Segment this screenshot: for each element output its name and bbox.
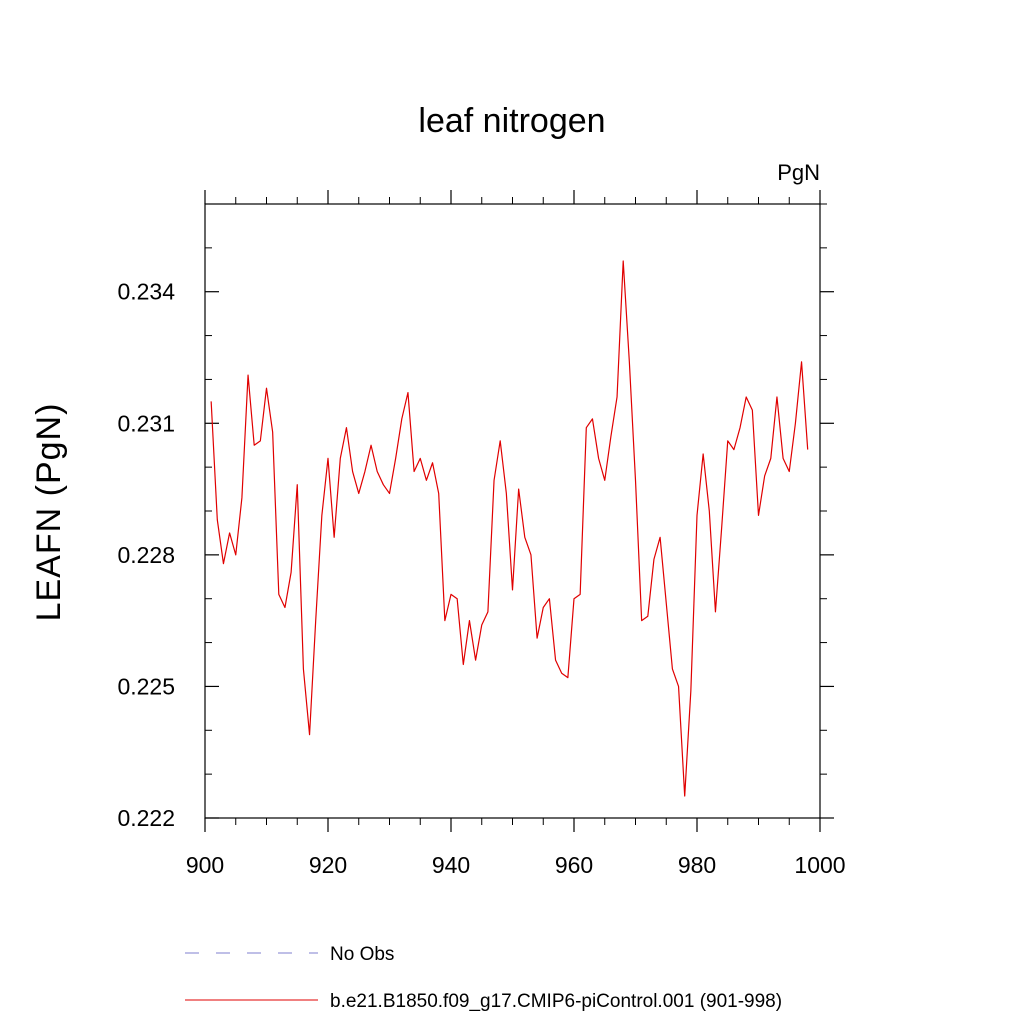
legend: No Obs b.e21.B1850.f09_g17.CMIP6-piContro… [185, 944, 782, 1012]
chart-title: leaf nitrogen [418, 102, 605, 140]
y-tick-label: 0.222 [117, 805, 175, 831]
series-line [210, 260, 809, 797]
axis-ticks [204, 190, 834, 832]
plot-frame [204, 203, 821, 819]
legend-label: No Obs [330, 944, 394, 965]
y-tick-labels: 0.222 0.225 0.228 0.231 0.234 [117, 279, 175, 831]
y-tick-label: 0.231 [117, 410, 175, 436]
x-tick-labels: 900 920 940 960 980 1000 [186, 852, 846, 878]
y-tick-label: 0.225 [117, 673, 175, 699]
y-axis-label: LEAFN (PgN) [30, 403, 68, 622]
legend-label: b.e21.B1850.f09_g17.CMIP6-piControl.001 … [330, 991, 782, 1012]
x-tick-label: 980 [678, 852, 716, 878]
units-label: PgN [777, 160, 820, 185]
x-tick-label: 900 [186, 852, 224, 878]
x-tick-label: 1000 [794, 852, 845, 878]
series-lines [210, 260, 809, 797]
x-tick-label: 960 [555, 852, 593, 878]
x-tick-label: 940 [432, 852, 470, 878]
x-tick-label: 920 [309, 852, 347, 878]
y-tick-label: 0.228 [117, 542, 175, 568]
y-tick-label: 0.234 [117, 279, 175, 305]
